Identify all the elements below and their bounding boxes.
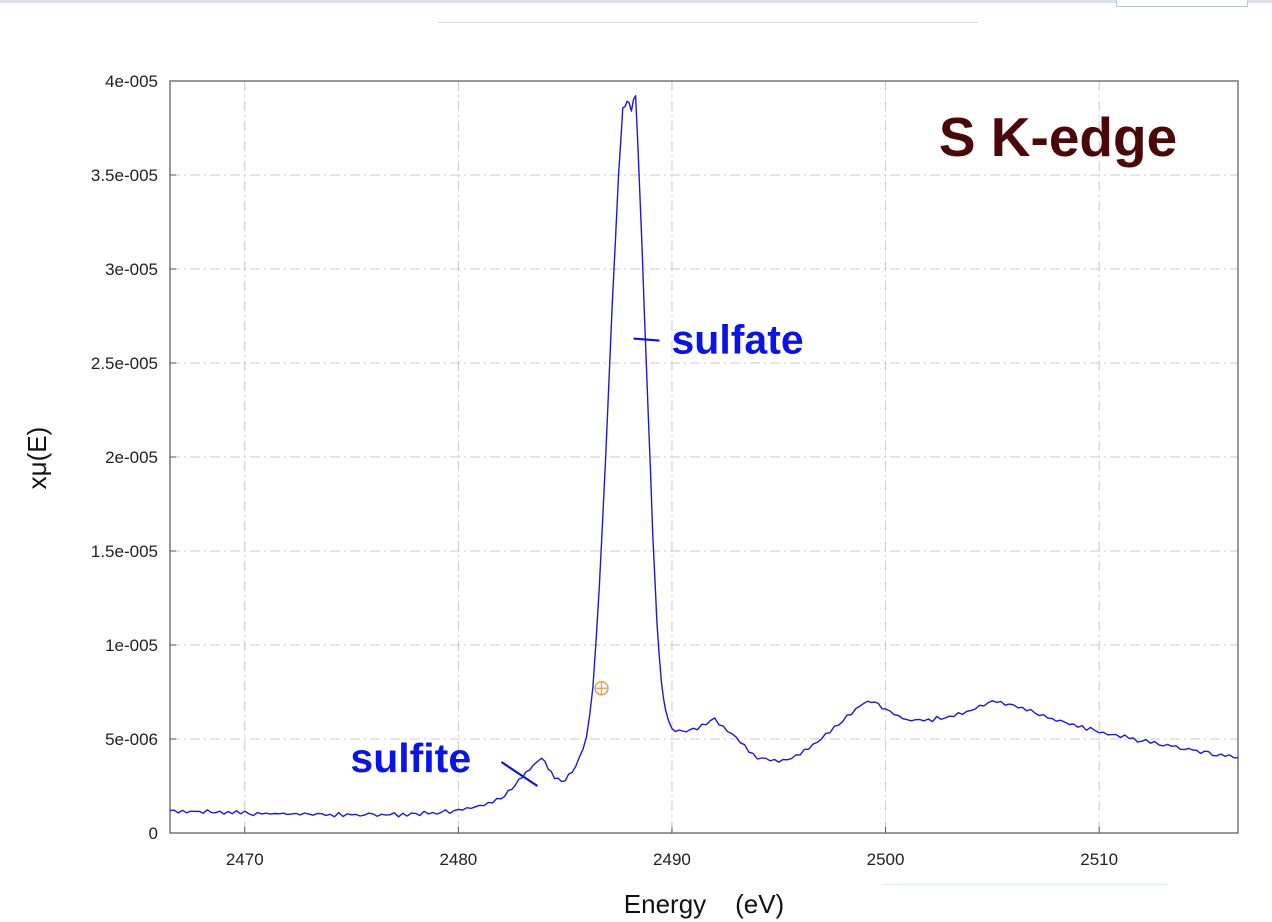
x-tick-label: 2470 bbox=[226, 850, 264, 869]
y-tick-label: 4e-005 bbox=[105, 72, 158, 91]
y-tick-label: 5e-006 bbox=[105, 730, 158, 749]
y-tick-label: 3.5e-005 bbox=[91, 166, 158, 185]
y-axis-title: xμ(E) bbox=[22, 427, 52, 490]
sulfite-pointer bbox=[500, 761, 539, 787]
y-axis: 0 5e-006 1e-005 1.5e-005 2e-005 2.5e-005 3e-00… bbox=[91, 72, 176, 843]
y-tick-label: 0 bbox=[149, 824, 158, 843]
spectrum-line bbox=[169, 95, 1239, 818]
sulfate-label: sulfate bbox=[672, 317, 804, 363]
toolbar-box bbox=[1116, 0, 1248, 7]
divider-line-bottom bbox=[882, 884, 1168, 885]
y-tick-label: 3e-005 bbox=[105, 260, 158, 279]
divider-line bbox=[438, 22, 978, 23]
grid-lines bbox=[170, 81, 1238, 833]
x-tick-label: 2500 bbox=[867, 850, 905, 869]
series-layer bbox=[169, 95, 1239, 818]
x-tick-label: 2490 bbox=[653, 850, 691, 869]
sulfate-pointer bbox=[633, 337, 660, 342]
annotations-layer: sulfate sulfite bbox=[350, 317, 804, 787]
y-tick-label: 1e-005 bbox=[105, 636, 158, 655]
chart-title: S K-edge bbox=[939, 106, 1177, 168]
y-tick-label: 1.5e-005 bbox=[91, 542, 158, 561]
y-tick-label: 2e-005 bbox=[105, 448, 158, 467]
x-axis: 2470 2480 2490 2500 2510 bbox=[226, 827, 1118, 869]
x-axis-title: Energy (eV) bbox=[624, 889, 784, 919]
y-tick-label: 2.5e-005 bbox=[91, 354, 158, 373]
x-tick-label: 2480 bbox=[439, 850, 477, 869]
window-top-border bbox=[0, 0, 1272, 3]
sulfite-label: sulfite bbox=[350, 735, 471, 781]
x-tick-label: 2510 bbox=[1080, 850, 1118, 869]
edge-marker-icon bbox=[594, 680, 609, 696]
